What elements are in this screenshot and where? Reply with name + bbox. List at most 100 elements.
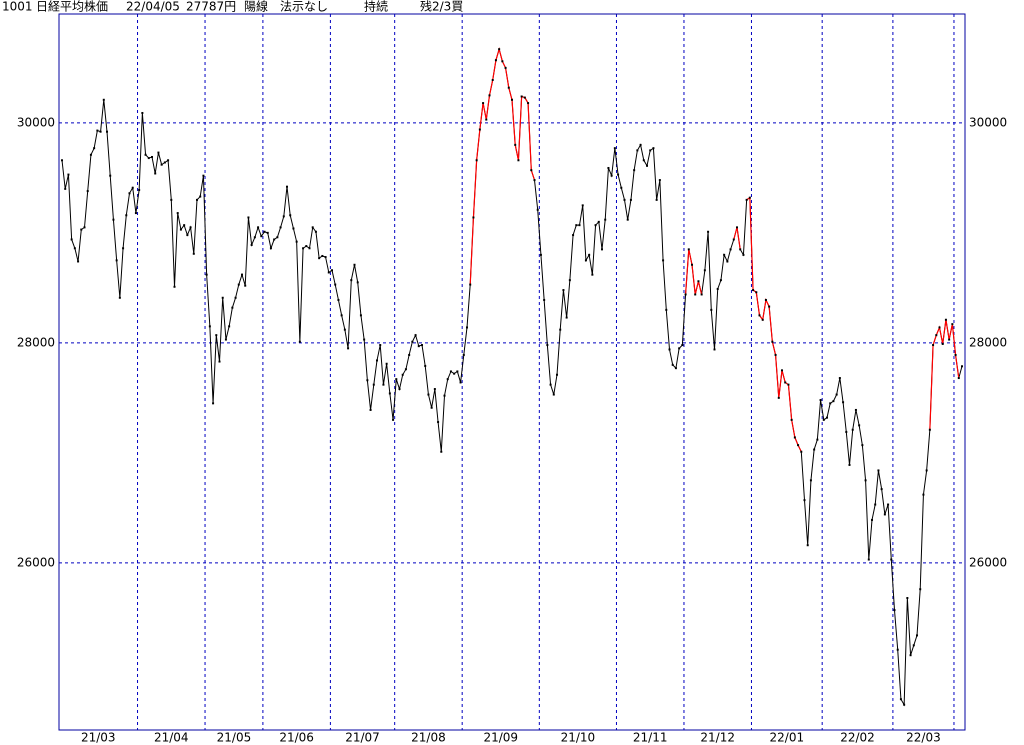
data-point <box>443 394 446 397</box>
data-point <box>642 159 645 162</box>
data-point <box>295 240 298 243</box>
data-point <box>170 198 173 201</box>
data-point <box>192 252 195 255</box>
data-point <box>417 345 420 348</box>
x-tick-label: 22/01 <box>770 731 805 745</box>
data-point <box>334 283 337 286</box>
data-point <box>366 379 369 382</box>
data-point <box>472 216 475 219</box>
y-tick-label: 26000 <box>17 555 55 569</box>
data-point <box>115 259 118 262</box>
data-point <box>311 226 314 229</box>
data-point <box>99 130 102 133</box>
data-point <box>948 338 951 341</box>
data-point <box>713 348 716 351</box>
x-tick-label: 21/06 <box>279 731 314 745</box>
data-point <box>572 234 575 237</box>
data-point <box>954 353 957 356</box>
y-tick-label: 28000 <box>17 335 55 349</box>
data-point <box>803 499 806 502</box>
data-point <box>684 293 687 296</box>
data-point <box>543 298 546 301</box>
data-point <box>292 227 295 230</box>
data-point <box>401 373 404 376</box>
data-point <box>832 400 835 403</box>
data-point <box>414 334 417 337</box>
data-point <box>511 98 513 101</box>
data-point <box>790 418 793 421</box>
y-tick-label: 30000 <box>17 115 55 129</box>
data-point <box>141 111 144 114</box>
data-point <box>575 224 578 227</box>
data-point <box>932 344 935 347</box>
data-point <box>241 273 243 276</box>
data-point <box>726 260 729 263</box>
data-point <box>446 378 449 381</box>
data-point <box>491 78 494 81</box>
data-point <box>851 428 854 431</box>
data-point <box>961 365 963 368</box>
data-point <box>61 159 63 162</box>
data-point <box>186 234 189 237</box>
data-point <box>427 393 430 396</box>
data-point <box>581 204 584 207</box>
data-point <box>134 212 137 215</box>
data-point <box>858 424 861 427</box>
data-point <box>710 308 713 311</box>
data-point <box>604 218 607 221</box>
data-point <box>613 147 616 150</box>
data-point <box>826 416 828 419</box>
data-point <box>112 218 115 221</box>
data-point <box>122 247 125 250</box>
data-point <box>498 48 501 51</box>
data-point <box>77 260 80 263</box>
data-point <box>86 190 89 193</box>
data-point <box>662 259 665 262</box>
data-point <box>263 230 266 233</box>
data-point <box>404 368 407 371</box>
highlight-line <box>733 227 741 250</box>
data-point <box>80 228 83 231</box>
data-point <box>649 149 652 152</box>
data-point <box>591 273 594 276</box>
data-point <box>781 369 783 372</box>
data-point <box>157 151 160 154</box>
data-point <box>552 393 555 396</box>
x-tick-label: 21/09 <box>483 731 518 745</box>
data-point <box>421 344 423 347</box>
data-point <box>562 289 565 292</box>
data-point <box>601 248 603 251</box>
data-point <box>93 147 96 150</box>
data-point <box>67 173 70 176</box>
x-tick-label: 21/08 <box>411 731 446 745</box>
price: 27787円 <box>186 0 236 14</box>
data-point <box>430 406 433 409</box>
highlight-line <box>684 249 703 295</box>
highlight-line <box>929 319 960 430</box>
data-point <box>266 231 269 234</box>
data-point <box>758 314 761 317</box>
highlight-line <box>746 196 802 453</box>
data-point <box>909 654 912 657</box>
candle: 陽線 <box>244 0 268 14</box>
data-point <box>218 360 221 363</box>
data-point <box>202 174 205 177</box>
data-point <box>523 96 526 99</box>
data-point <box>639 143 642 146</box>
data-point <box>588 253 591 256</box>
data-point <box>109 174 112 177</box>
data-point <box>160 163 163 166</box>
data-point <box>745 198 748 201</box>
data-point <box>411 340 414 343</box>
data-point <box>308 247 311 250</box>
data-point <box>951 323 954 326</box>
data-point <box>646 164 648 167</box>
data-point <box>861 444 864 447</box>
data-point <box>880 488 883 491</box>
data-point <box>546 344 549 347</box>
data-point <box>282 215 285 218</box>
data-point <box>697 280 700 283</box>
data-point <box>652 147 655 150</box>
data-point <box>559 328 562 331</box>
data-point <box>359 314 362 317</box>
